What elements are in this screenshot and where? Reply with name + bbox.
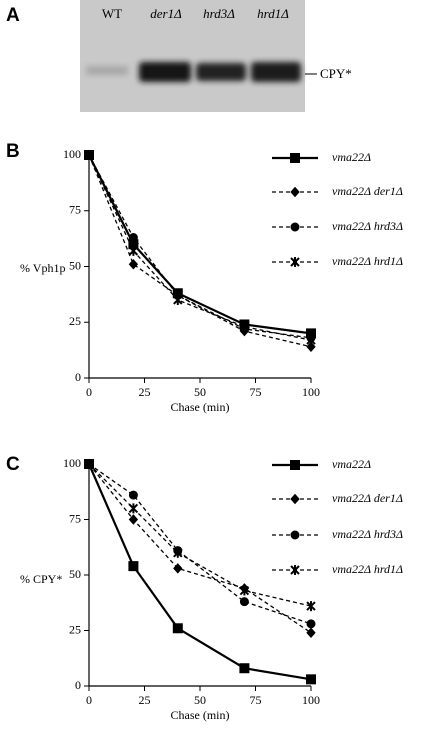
x-tick-label: 0 [86, 693, 92, 707]
series-line [88, 154, 312, 348]
legend-label: vma22Δ der1Δ [332, 184, 403, 198]
gel-band [251, 62, 301, 82]
panel-label: A [6, 5, 20, 26]
y-tick-label: 100 [63, 456, 81, 470]
marker [306, 341, 316, 353]
marker [239, 663, 250, 674]
band-label: CPY* [320, 66, 352, 81]
gel-band [139, 62, 191, 82]
marker [84, 150, 94, 160]
legend-label: vma22Δ [332, 150, 371, 164]
y-tick-label: 50 [69, 567, 81, 581]
x-tick-label: 100 [302, 385, 320, 399]
marker [239, 585, 250, 596]
series-line [88, 463, 312, 625]
panel-label: C [6, 454, 20, 475]
x-tick-label: 100 [302, 693, 320, 707]
y-tick-label: 25 [69, 622, 81, 636]
marker [128, 503, 139, 514]
y-axis-label: % CPY* [20, 572, 62, 586]
y-tick-label: 25 [69, 314, 81, 328]
lane-label: der1Δ [150, 6, 182, 21]
y-tick-label: 0 [75, 370, 81, 384]
marker [239, 321, 250, 332]
legend-marker [290, 153, 300, 163]
marker [84, 459, 94, 469]
x-tick-label: 25 [139, 693, 151, 707]
x-axis-label: Chase (min) [171, 708, 230, 722]
y-tick-label: 100 [63, 147, 81, 161]
x-tick-label: 0 [86, 385, 92, 399]
legend-marker [290, 186, 300, 198]
panel-label: B [6, 141, 20, 162]
marker [306, 335, 316, 346]
marker [128, 259, 139, 270]
marker [128, 245, 139, 256]
series-line [88, 463, 312, 607]
legend-label: vma22Δ hrd1Δ [332, 254, 403, 268]
legend-marker [290, 460, 300, 470]
marker [306, 674, 316, 685]
legend-marker [290, 565, 300, 575]
y-tick-label: 50 [69, 258, 81, 272]
marker [128, 561, 139, 572]
gel-band [196, 63, 246, 81]
lane-label: hrd3Δ [203, 6, 235, 21]
legend-marker [290, 222, 300, 232]
series-line [88, 463, 312, 634]
gel-band [86, 66, 128, 75]
gel-background [80, 0, 305, 112]
gel [80, 0, 305, 112]
legend-label: vma22Δ [332, 457, 371, 471]
marker [128, 490, 138, 500]
y-tick-label: 0 [75, 678, 81, 692]
marker [173, 547, 183, 558]
lane-label: WT [102, 6, 122, 21]
series-line [88, 154, 312, 341]
y-tick-label: 75 [69, 511, 81, 525]
y-axis-label: % Vph1p [20, 261, 65, 275]
legend-label: vma22Δ hrd3Δ [332, 219, 403, 233]
marker [173, 563, 183, 574]
x-tick-label: 75 [250, 385, 262, 399]
legend-label: vma22Δ der1Δ [332, 491, 403, 505]
x-tick-label: 25 [139, 385, 151, 399]
x-tick-label: 50 [194, 693, 206, 707]
x-tick-label: 50 [194, 385, 206, 399]
x-tick-label: 75 [250, 693, 262, 707]
marker [172, 623, 183, 634]
marker [306, 601, 316, 612]
legend-label: vma22Δ hrd3Δ [332, 527, 403, 541]
legend-marker [290, 257, 300, 267]
marker [306, 619, 316, 629]
x-axis-label: Chase (min) [171, 400, 230, 414]
lane-label: hrd1Δ [257, 6, 289, 21]
legend-marker [290, 493, 300, 505]
marker [128, 233, 138, 243]
marker [128, 514, 139, 525]
marker [239, 597, 249, 607]
legend-label: vma22Δ hrd1Δ [332, 562, 403, 576]
marker [306, 627, 316, 638]
y-tick-label: 75 [69, 203, 81, 217]
series-line [87, 463, 312, 681]
marker [173, 294, 183, 305]
series-line [88, 154, 312, 339]
legend-marker [290, 530, 300, 540]
